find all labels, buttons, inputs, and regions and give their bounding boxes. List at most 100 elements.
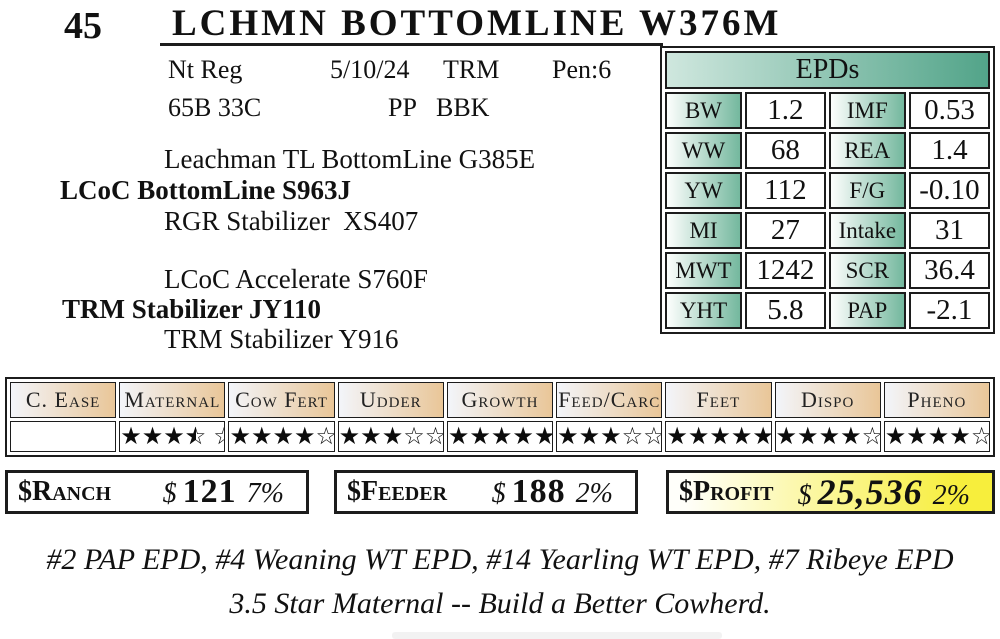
epd-trait-label: Intake (828, 212, 906, 249)
epd-trait-label: SCR (828, 252, 906, 289)
epd-trait-value: 1242 (745, 252, 826, 289)
star-rating-feet: ★★★★★ (665, 421, 772, 452)
animal-name-title: LCHMN BOTTOMLINE W376M (172, 3, 782, 44)
epd-trait-label: REA (828, 132, 906, 169)
star-header-c-ease: C. Ease (10, 382, 117, 418)
full-star-icon: ★ (666, 422, 688, 450)
star-header-cow-fert: Cow Fert (228, 382, 335, 418)
full-star-icon: ★ (906, 422, 928, 450)
scan-artifact (392, 632, 722, 639)
profit-index-box: $Profit $25,536 2% (666, 470, 995, 514)
full-star-icon: ★ (534, 424, 552, 448)
profit-currency-sign: $ (797, 480, 812, 511)
epd-header-row: EPDs (665, 51, 990, 89)
full-star-icon: ★ (949, 422, 971, 450)
polled-status: PP (388, 93, 417, 122)
epd-row: WW 68 REA 1.4 (665, 132, 990, 169)
epd-trait-label: F/G (828, 172, 906, 209)
full-star-icon: ★ (709, 422, 731, 450)
empty-star-icon: ☆ (425, 424, 443, 448)
star-header-feet: Feet (665, 382, 772, 418)
epd-trait-label: MI (665, 212, 743, 249)
epd-trait-value: 1.2 (745, 92, 826, 129)
ranch-index-label: $Ranch (18, 476, 112, 507)
star-header-pheno: Pheno (883, 382, 990, 418)
star-rating-maternal: ★★★★☆☆ (119, 421, 226, 452)
footnote-rankings: #2 PAP EPD, #4 Weaning WT EPD, #14 Yearl… (46, 543, 954, 576)
ranch-index-box: $Ranch $121 7% (5, 470, 309, 514)
epd-trait-value: 27 (745, 212, 826, 249)
epd-table: EPDs BW 1.2 IMF 0.53 WW 68 REA 1.4 YW 112 F/G -0.10 M… (660, 46, 995, 334)
ranch-currency-sign: $ (162, 478, 177, 509)
empty-star-icon: ☆ (643, 424, 661, 448)
epd-row: BW 1.2 IMF 0.53 (665, 92, 990, 129)
ranch-index-value: 121 (182, 473, 237, 510)
color-code: BBK (436, 93, 490, 122)
star-rating-dispo: ★★★★☆ (774, 421, 881, 452)
star-rating-feed-carc: ★★★☆☆ (556, 421, 663, 452)
full-star-icon: ★ (752, 424, 770, 448)
full-star-icon: ★ (927, 422, 950, 450)
full-star-icon: ★ (338, 422, 361, 450)
epd-row: YW 112 F/G -0.10 (665, 172, 990, 209)
full-star-icon: ★ (600, 422, 622, 450)
footnote-tagline: 3.5 Star Maternal -- Build a Better Cowh… (229, 587, 771, 620)
epd-trait-value: 31 (908, 212, 990, 249)
epd-trait-label: MWT (665, 252, 743, 289)
full-star-icon: ★ (557, 422, 579, 450)
star-header-growth: Growth (446, 382, 554, 418)
registration-status: Nt Reg (168, 55, 243, 84)
epd-trait-value: -0.10 (908, 172, 990, 209)
feeder-index-box: $Feeder $188 2% (334, 470, 638, 514)
full-star-icon: ★ (250, 422, 273, 450)
star-header-dispo: Dispo (774, 382, 881, 418)
full-star-icon: ★ (229, 422, 251, 450)
full-star-icon: ★ (120, 422, 142, 450)
star-header-row: C. Ease Maternal Cow Fert Udder Growth Feed/C… (10, 382, 990, 418)
epd-trait-label: YHT (665, 292, 743, 329)
profit-index-label: $Profit (679, 476, 774, 507)
star-rating-table: C. Ease Maternal Cow Fert Udder Growth Feed/C… (5, 377, 995, 457)
title-underline (160, 43, 663, 46)
pedigree-sire-sire: Leachman TL BottomLine G385E (164, 144, 536, 174)
epd-row: MWT 1242 SCR 36.4 (665, 252, 990, 289)
profit-index-percentile: 2% (932, 480, 970, 511)
empty-star-icon: ☆ (621, 422, 644, 450)
full-star-icon: ★ (447, 422, 470, 450)
pedigree-dam-sire: LCoC Accelerate S760F (164, 264, 428, 294)
epd-row: MI 27 Intake 31 (665, 212, 990, 249)
feeder-index-label: $Feeder (347, 476, 448, 507)
epd-trait-label: PAP (828, 292, 906, 329)
pedigree-dam-dam: TRM Stabilizer Y916 (164, 324, 399, 354)
empty-star-icon: ☆ (316, 424, 334, 448)
epd-trait-value: 0.53 (908, 92, 990, 129)
star-value-row: ★★★★☆☆★★★★☆★★★☆☆★★★★★★★★☆☆★★★★★★★★★☆★★★★… (10, 421, 990, 452)
star-rating-udder: ★★★☆☆ (337, 421, 444, 452)
star-rating-growth: ★★★★★ (446, 421, 554, 452)
epd-trait-value: 5.8 (745, 292, 826, 329)
star-header-udder: Udder (337, 382, 444, 418)
ranch-index-percentile: 7% (246, 478, 284, 509)
star-header-feed-carc: Feed/Carc (556, 382, 663, 418)
feeder-currency-sign: $ (491, 478, 506, 509)
full-star-icon: ★ (141, 422, 164, 450)
epd-trait-label: WW (665, 132, 743, 169)
half-star-icon: ★☆ (184, 422, 207, 450)
empty-star-icon: ☆ (213, 424, 224, 448)
epd-trait-value: 68 (745, 132, 826, 169)
full-star-icon: ★ (163, 422, 185, 450)
full-star-icon: ★ (490, 422, 513, 450)
star-rating-pheno: ★★★★☆ (883, 421, 990, 452)
full-star-icon: ★ (840, 422, 862, 450)
full-star-icon: ★ (469, 422, 491, 450)
full-star-icon: ★ (797, 422, 819, 450)
feeder-index-percentile: 2% (575, 478, 613, 509)
full-star-icon: ★ (381, 422, 404, 450)
profit-index-value: 25,536 (817, 472, 923, 512)
epd-row: YHT 5.8 PAP -2.1 (665, 292, 990, 329)
star-header-maternal: Maternal (119, 382, 226, 418)
pen-number: Pen:6 (552, 55, 612, 84)
epd-trait-label: BW (665, 92, 743, 129)
feeder-index-value: 188 (511, 473, 566, 510)
